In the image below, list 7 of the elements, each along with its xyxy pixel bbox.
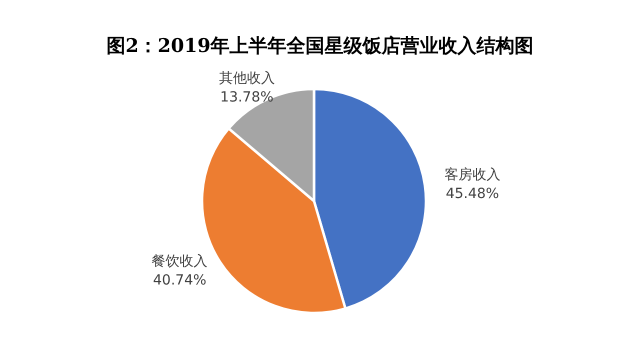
slice-label: 客房收入: [444, 167, 500, 184]
slice-label: 其他收入: [218, 70, 275, 87]
chart-title: 图2：2019年上半年全国星级饭店营业收入结构图: [106, 35, 534, 57]
data-label: 45.48%: [446, 186, 500, 202]
data-label: 40.74%: [153, 272, 206, 289]
slice-label: 餐饮收入: [152, 254, 208, 270]
data-label: 13.78%: [220, 90, 274, 106]
